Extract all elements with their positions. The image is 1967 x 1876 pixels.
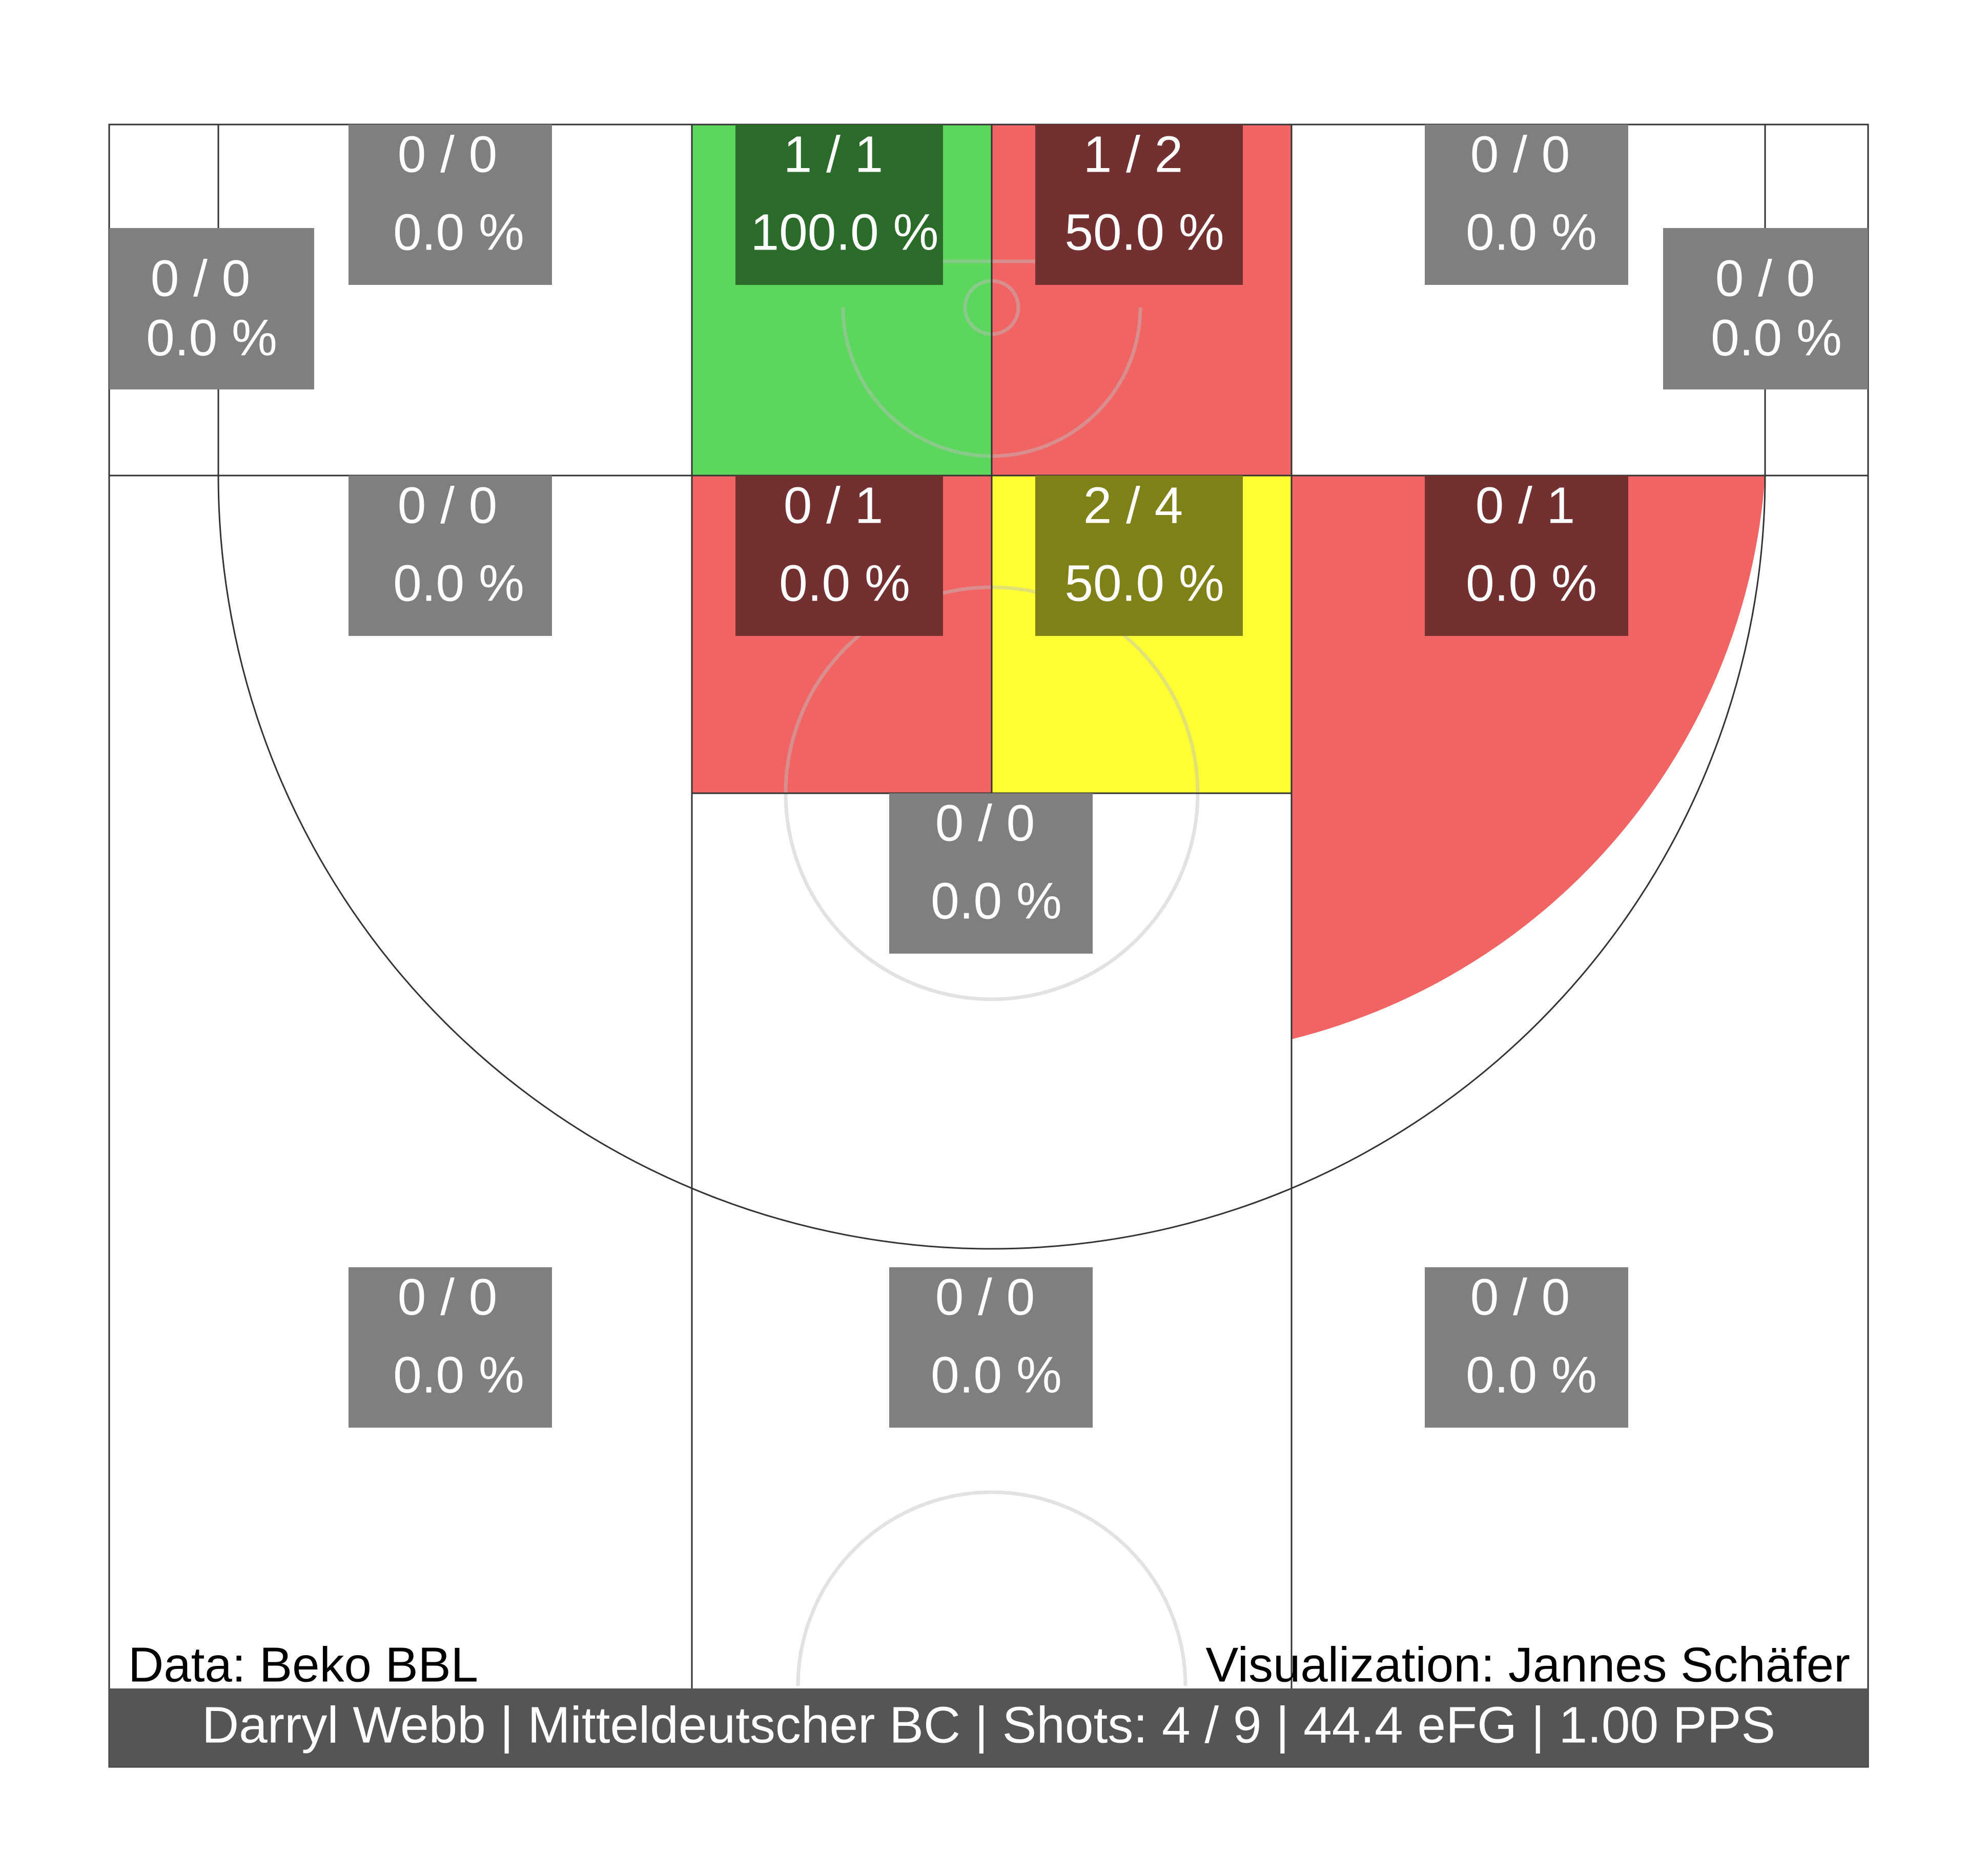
label-box <box>1425 476 1628 636</box>
zone-label-short-left: 0 / 0 0.0 % <box>349 125 552 285</box>
zone-label-elbow-left: 0 / 1 0.0 % <box>735 476 943 636</box>
shots-text: 0 / 1 <box>1476 477 1575 534</box>
pct-text: 0.0 % <box>931 1346 1062 1404</box>
three-point-arc <box>217 475 1766 1250</box>
label-box <box>349 476 552 636</box>
zone-label-corner-left: 0 / 0 0.0 % <box>109 228 314 389</box>
label-box <box>1663 228 1868 389</box>
pct-text: 0.0 % <box>1711 309 1842 366</box>
label-box <box>349 1267 552 1428</box>
zone-label-corner-right: 0 / 0 0.0 % <box>1663 228 1868 389</box>
visualization-credit: Visualization: Jannes Schäfer <box>1205 1637 1850 1692</box>
pct-text: 0.0 % <box>393 554 524 612</box>
pct-text: 0.0 % <box>393 1346 524 1404</box>
label-box <box>889 1267 1093 1428</box>
zone-label-top-key: 0 / 0 0.0 % <box>889 793 1093 954</box>
label-box <box>349 125 552 285</box>
pct-text: 0.0 % <box>1466 1346 1597 1404</box>
zone-label-three-center: 0 / 0 0.0 % <box>889 1267 1093 1428</box>
shots-text: 0 / 0 <box>151 250 251 307</box>
pct-text: 50.0 % <box>1064 203 1224 261</box>
shots-text: 0 / 0 <box>1470 126 1570 183</box>
shots-text: 0 / 0 <box>1470 1268 1570 1326</box>
zone-fill-mid-right <box>1292 476 1765 1039</box>
zone-label-paint-right: 1 / 2 50.0 % <box>1035 125 1243 285</box>
shots-text: 0 / 0 <box>935 794 1035 852</box>
shots-text: 1 / 1 <box>784 126 884 183</box>
zone-label-mid-left: 0 / 0 0.0 % <box>349 476 552 636</box>
label-box <box>1425 1267 1628 1428</box>
shots-text: 0 / 0 <box>398 477 498 534</box>
footer-bar <box>109 1688 1868 1767</box>
label-box <box>1035 476 1243 636</box>
zone-label-three-left: 0 / 0 0.0 % <box>349 1267 552 1428</box>
pct-text: 100.0 % <box>751 203 939 261</box>
footer-summary: Darryl Webb | Mitteldeutscher BC | Shots… <box>202 1696 1775 1754</box>
shots-text: 0 / 1 <box>784 477 884 534</box>
label-box <box>735 476 943 636</box>
shots-text: 1 / 2 <box>1083 126 1183 183</box>
pct-text: 0.0 % <box>931 872 1062 930</box>
zone-labels: 0 / 0 0.0 % 0 / 0 0.0 % 1 / 1 100.0 % 1 … <box>109 125 1868 1428</box>
shots-text: 0 / 0 <box>398 1268 498 1326</box>
shots-text: 2 / 4 <box>1083 477 1183 534</box>
pct-text: 0.0 % <box>779 554 910 612</box>
label-box <box>735 125 943 285</box>
shots-text: 0 / 0 <box>398 126 498 183</box>
zone-label-elbow-right: 2 / 4 50.0 % <box>1035 476 1243 636</box>
shots-text: 0 / 0 <box>1715 250 1815 307</box>
pct-text: 0.0 % <box>1466 554 1597 612</box>
zone-label-paint-left: 1 / 1 100.0 % <box>735 125 943 285</box>
pct-text: 0.0 % <box>1466 203 1597 261</box>
data-credit: Data: Beko BBL <box>128 1637 478 1692</box>
center-circle-arc <box>796 1490 1187 1686</box>
label-box <box>889 793 1093 954</box>
zone-label-three-right: 0 / 0 0.0 % <box>1425 1267 1628 1428</box>
pct-text: 0.0 % <box>393 203 524 261</box>
label-box <box>1425 125 1628 285</box>
zone-label-short-right: 0 / 0 0.0 % <box>1425 125 1628 285</box>
label-box <box>1035 125 1243 285</box>
label-box <box>109 228 314 389</box>
pct-text: 50.0 % <box>1064 554 1224 612</box>
pct-text: 0.0 % <box>146 309 277 366</box>
shots-text: 0 / 0 <box>935 1268 1035 1326</box>
zone-label-mid-right: 0 / 1 0.0 % <box>1425 476 1628 636</box>
